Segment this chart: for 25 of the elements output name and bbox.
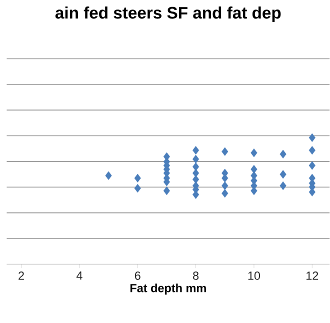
point (280, 150, 286, 158)
x-tick-label: 4 (76, 272, 82, 280)
point (222, 181, 228, 190)
point (280, 181, 286, 190)
point (250, 148, 258, 158)
x-tick-label: 12 (306, 272, 318, 280)
point (222, 189, 228, 198)
x-tick-label: 6 (134, 272, 140, 280)
x-axis-title: Fat depth mm (130, 284, 206, 295)
point (134, 174, 141, 183)
point (105, 171, 112, 180)
x-tick-label: 8 (193, 272, 199, 280)
x-tick-label: 10 (248, 272, 260, 280)
point (308, 146, 316, 155)
x-tick-label: 2 (18, 272, 24, 280)
point (192, 146, 200, 155)
chart-title: ain fed steers SF and fat dep (55, 6, 281, 22)
point (163, 186, 170, 196)
point (222, 147, 228, 156)
point (134, 184, 141, 193)
point (308, 161, 316, 170)
point (280, 170, 286, 179)
point (192, 175, 200, 184)
point (192, 154, 200, 164)
point (308, 133, 316, 142)
